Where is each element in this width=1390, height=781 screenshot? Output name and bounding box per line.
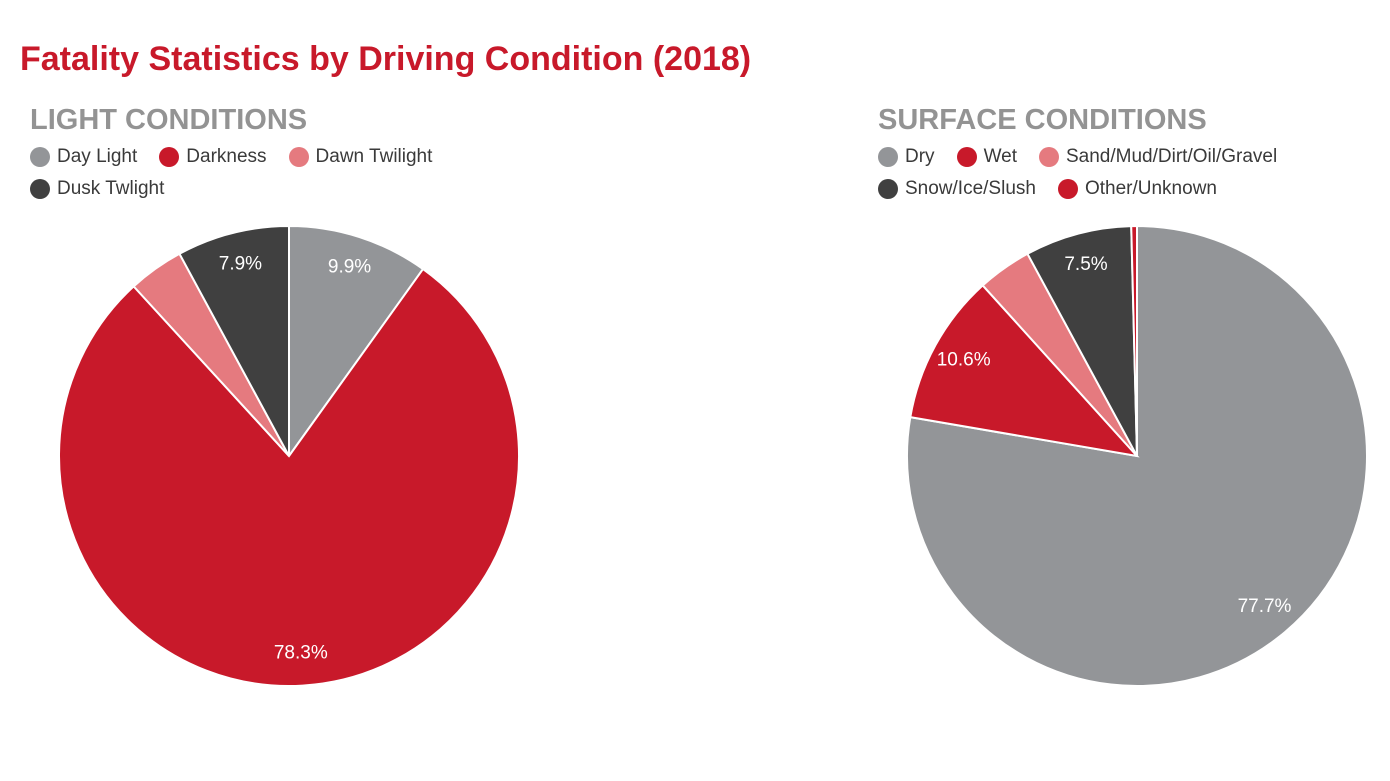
pie-slice-dry [906, 224, 1368, 687]
pie-slice-snow-ice-slush [1026, 225, 1138, 457]
legend-item-sand-mud-dirt-oil-gravel: Sand/Mud/Dirt/Oil/Gravel [1039, 146, 1277, 168]
legend-swatch [1057, 179, 1078, 199]
legend: Day Light Darkness Dawn Twilight Dusk Twlig… [30, 146, 490, 200]
legend-swatch [30, 179, 50, 199]
pie-chart: 77.7% 10.6% 7.5% [906, 224, 1368, 687]
legend-item-snow-ice-slush: Snow/Ice/Slush [878, 178, 1036, 200]
legend-item-dry: Dry [878, 146, 935, 168]
legend-swatch [878, 147, 898, 167]
pie-slice-dusk-twlight [178, 224, 290, 457]
legend-swatch [878, 179, 898, 199]
legend-item-wet: Wet [956, 146, 1017, 168]
legend-swatch [288, 147, 309, 167]
legend-item-dusk-twlight: Dusk Twlight [30, 178, 164, 200]
legend-label: Sand/Mud/Dirt/Oil/Gravel [1066, 146, 1278, 167]
legend-item-dawn-twilight: Dawn Twilight [288, 146, 433, 168]
legend-label: Other/Unknown [1084, 178, 1217, 199]
legend-label: Dry [905, 146, 935, 167]
surface-conditions-chart: SURFACE CONDITIONS Dry Wet Sand/Mud/Dirt/O… [878, 100, 1378, 700]
legend-label: Dawn Twilight [315, 146, 433, 167]
pie-slice-wet [909, 283, 1140, 458]
legend-item-darkness: Darkness [159, 146, 267, 168]
data-label-dry: 77.7% [1238, 596, 1292, 617]
data-label-snow-ice-slush: 7.5% [1064, 254, 1107, 275]
legend-swatch [1039, 147, 1059, 167]
legend-item-other-unknown: Other/Unknown [1057, 178, 1217, 200]
legend-label: Darkness [186, 146, 267, 167]
pie-chart: 9.9% 78.3% 7.9% [58, 224, 520, 687]
legend-label: Dusk Twlight [57, 178, 165, 199]
chart-title: SURFACE CONDITIONS [878, 104, 1207, 136]
pie-slice-day-light [288, 224, 425, 460]
page-title: Fatality Statistics by Driving Condition… [20, 40, 752, 78]
data-label-day-light: 9.9% [328, 257, 371, 278]
legend-swatch [30, 147, 50, 167]
pie-slice-other-unknown [1130, 224, 1138, 457]
data-label-darkness: 78.3% [274, 642, 328, 663]
legend-swatch [159, 147, 180, 167]
data-label-dusk-twlight: 7.9% [219, 253, 262, 274]
legend-item-day-light: Day Light [30, 146, 137, 168]
data-label-wet: 10.6% [937, 350, 991, 371]
legend-label: Wet [983, 146, 1017, 167]
legend-swatch [956, 147, 977, 167]
legend-label: Day Light [57, 146, 138, 167]
legend-label: Snow/Ice/Slush [905, 178, 1036, 199]
pie-slice-darkness [58, 267, 520, 687]
legend: Dry Wet Sand/Mud/Dirt/Oil/Gravel Snow/Ice/S… [878, 146, 1318, 200]
chart-title: LIGHT CONDITIONS [30, 104, 308, 136]
light-conditions-chart: LIGHT CONDITIONS Day Light Darkness Dawn T… [30, 100, 570, 700]
